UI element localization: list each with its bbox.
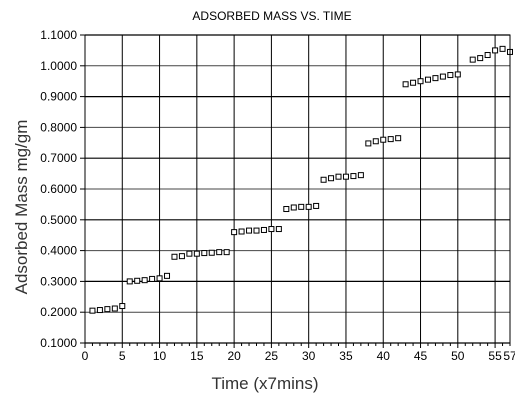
chart-grid bbox=[85, 34, 510, 344]
y-tick-label: 0.6000 bbox=[40, 182, 77, 196]
data-point bbox=[231, 229, 238, 236]
data-point bbox=[141, 277, 148, 284]
data-point bbox=[432, 75, 439, 82]
data-point bbox=[104, 306, 111, 313]
data-point bbox=[178, 253, 185, 260]
data-point bbox=[447, 72, 454, 79]
data-point bbox=[484, 52, 491, 59]
x-tick-label: 55 bbox=[488, 349, 502, 363]
data-point bbox=[290, 204, 297, 211]
data-point bbox=[454, 71, 461, 78]
data-point bbox=[156, 275, 163, 282]
data-point bbox=[424, 76, 431, 83]
data-point bbox=[149, 275, 156, 282]
x-axis-ticks: 0 5 10 15 20 25 30 35 40 45 50 55 57 bbox=[82, 343, 515, 363]
data-point bbox=[208, 249, 215, 256]
data-point bbox=[357, 172, 364, 179]
x-tick-label: 0 bbox=[82, 349, 89, 363]
data-point bbox=[126, 278, 133, 285]
data-points bbox=[89, 45, 513, 314]
x-tick-label: 35 bbox=[339, 349, 353, 363]
data-point bbox=[96, 307, 103, 314]
data-point bbox=[223, 249, 230, 256]
y-tick-label: 0.3000 bbox=[40, 274, 77, 288]
data-point bbox=[186, 250, 193, 257]
data-point bbox=[402, 81, 409, 88]
x-tick-label: 50 bbox=[451, 349, 465, 363]
data-point bbox=[380, 136, 387, 143]
x-tick-label: 45 bbox=[414, 349, 428, 363]
x-axis-label: Time (x7mins) bbox=[211, 374, 318, 393]
data-point bbox=[342, 173, 349, 180]
data-point bbox=[164, 272, 171, 279]
data-point bbox=[410, 79, 417, 86]
x-tick-label: 57 bbox=[503, 349, 515, 363]
x-tick-label: 40 bbox=[377, 349, 391, 363]
x-tick-label: 20 bbox=[227, 349, 241, 363]
data-point bbox=[268, 226, 275, 233]
data-point bbox=[238, 228, 245, 235]
data-point bbox=[499, 45, 506, 52]
chart-title: ADSORBED MASS VS. TIME bbox=[192, 9, 351, 23]
y-tick-label: 0.8000 bbox=[40, 120, 77, 134]
data-point bbox=[201, 250, 208, 257]
data-point bbox=[89, 307, 96, 314]
data-point bbox=[372, 138, 379, 145]
y-tick-label: 1.1000 bbox=[40, 28, 77, 42]
data-point bbox=[305, 203, 312, 210]
data-point bbox=[477, 55, 484, 62]
x-tick-label: 5 bbox=[119, 349, 126, 363]
y-tick-label: 0.5000 bbox=[40, 213, 77, 227]
y-axis-ticks: 0.1000 0.2000 0.3000 0.4000 0.5000 0.6000 0.70… bbox=[40, 28, 85, 350]
y-tick-label: 0.7000 bbox=[40, 151, 77, 165]
data-point bbox=[439, 73, 446, 80]
data-point bbox=[119, 303, 126, 310]
data-point bbox=[246, 227, 253, 234]
data-point bbox=[417, 78, 424, 85]
data-point bbox=[313, 202, 320, 209]
y-axis-label: Adsorbed Mass mg/gm bbox=[12, 120, 31, 295]
data-point bbox=[387, 136, 394, 143]
x-tick-label: 25 bbox=[265, 349, 279, 363]
x-tick-label: 30 bbox=[302, 349, 316, 363]
data-point bbox=[492, 47, 499, 54]
x-tick-label: 15 bbox=[190, 349, 204, 363]
y-tick-label: 0.1000 bbox=[40, 336, 77, 350]
data-point bbox=[335, 173, 342, 180]
data-point bbox=[216, 249, 223, 256]
data-point bbox=[134, 277, 141, 284]
data-point bbox=[365, 140, 372, 147]
data-point bbox=[275, 226, 282, 233]
data-point bbox=[350, 173, 357, 180]
y-tick-label: 0.4000 bbox=[40, 244, 77, 258]
data-point bbox=[469, 56, 476, 63]
data-point bbox=[171, 253, 178, 260]
plot-frame bbox=[84, 34, 511, 344]
data-point bbox=[395, 135, 402, 142]
data-point bbox=[283, 206, 290, 213]
y-tick-label: 1.0000 bbox=[40, 59, 77, 73]
data-point bbox=[328, 175, 335, 182]
x-tick-label: 10 bbox=[153, 349, 167, 363]
data-point bbox=[111, 305, 118, 312]
y-tick-label: 0.2000 bbox=[40, 305, 77, 319]
data-point bbox=[193, 250, 200, 257]
data-point bbox=[260, 226, 267, 233]
data-point bbox=[298, 203, 305, 210]
data-point bbox=[320, 176, 327, 183]
y-tick-label: 0.9000 bbox=[40, 90, 77, 104]
data-point bbox=[253, 227, 260, 234]
